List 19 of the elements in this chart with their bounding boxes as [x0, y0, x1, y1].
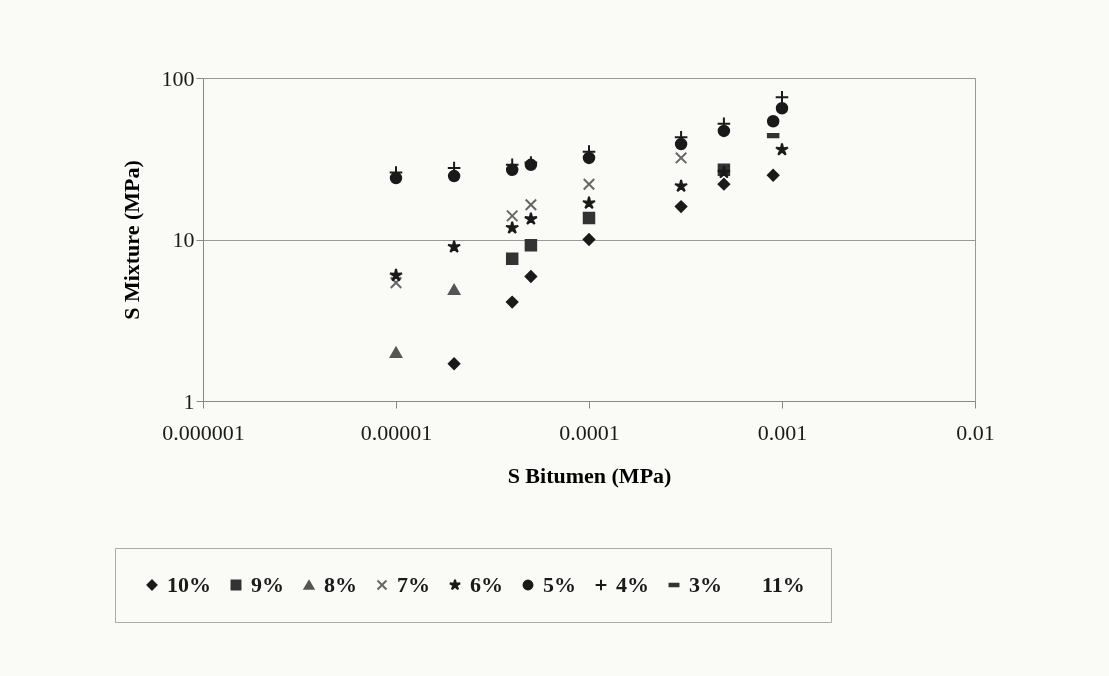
legend-label: 8%	[324, 572, 357, 597]
x-tick-label: 0.001	[757, 419, 808, 445]
legend-label: 3%	[689, 572, 722, 597]
x-tick-label: 0.00001	[360, 419, 433, 445]
legend-label: 7%	[397, 572, 430, 597]
legend-label: 6%	[470, 572, 503, 597]
legend-label: 9%	[251, 572, 284, 597]
y-tick-label: 100	[161, 65, 195, 91]
x-tick-label: 0.0001	[559, 419, 620, 445]
text: 11%	[762, 572, 805, 597]
y-axis-title: S Mixture (MPa)	[118, 160, 144, 320]
legend-label: 4%	[616, 572, 649, 597]
x-axis-title: S Bitumen (MPa)	[507, 462, 672, 488]
legend-label: 5%	[543, 572, 576, 597]
legend-label: 10%	[167, 572, 211, 597]
x-tick-label: 0.000001	[162, 419, 245, 445]
y-tick-label: 1	[183, 388, 195, 414]
y-tick-label: 10	[172, 227, 195, 252]
x-tick-label: 0.01	[956, 419, 995, 445]
